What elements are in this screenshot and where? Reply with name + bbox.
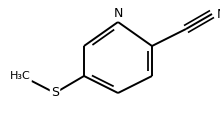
Text: S: S xyxy=(51,86,59,99)
Text: N: N xyxy=(217,8,220,21)
Text: N: N xyxy=(113,7,123,20)
Text: H₃C: H₃C xyxy=(10,71,31,81)
